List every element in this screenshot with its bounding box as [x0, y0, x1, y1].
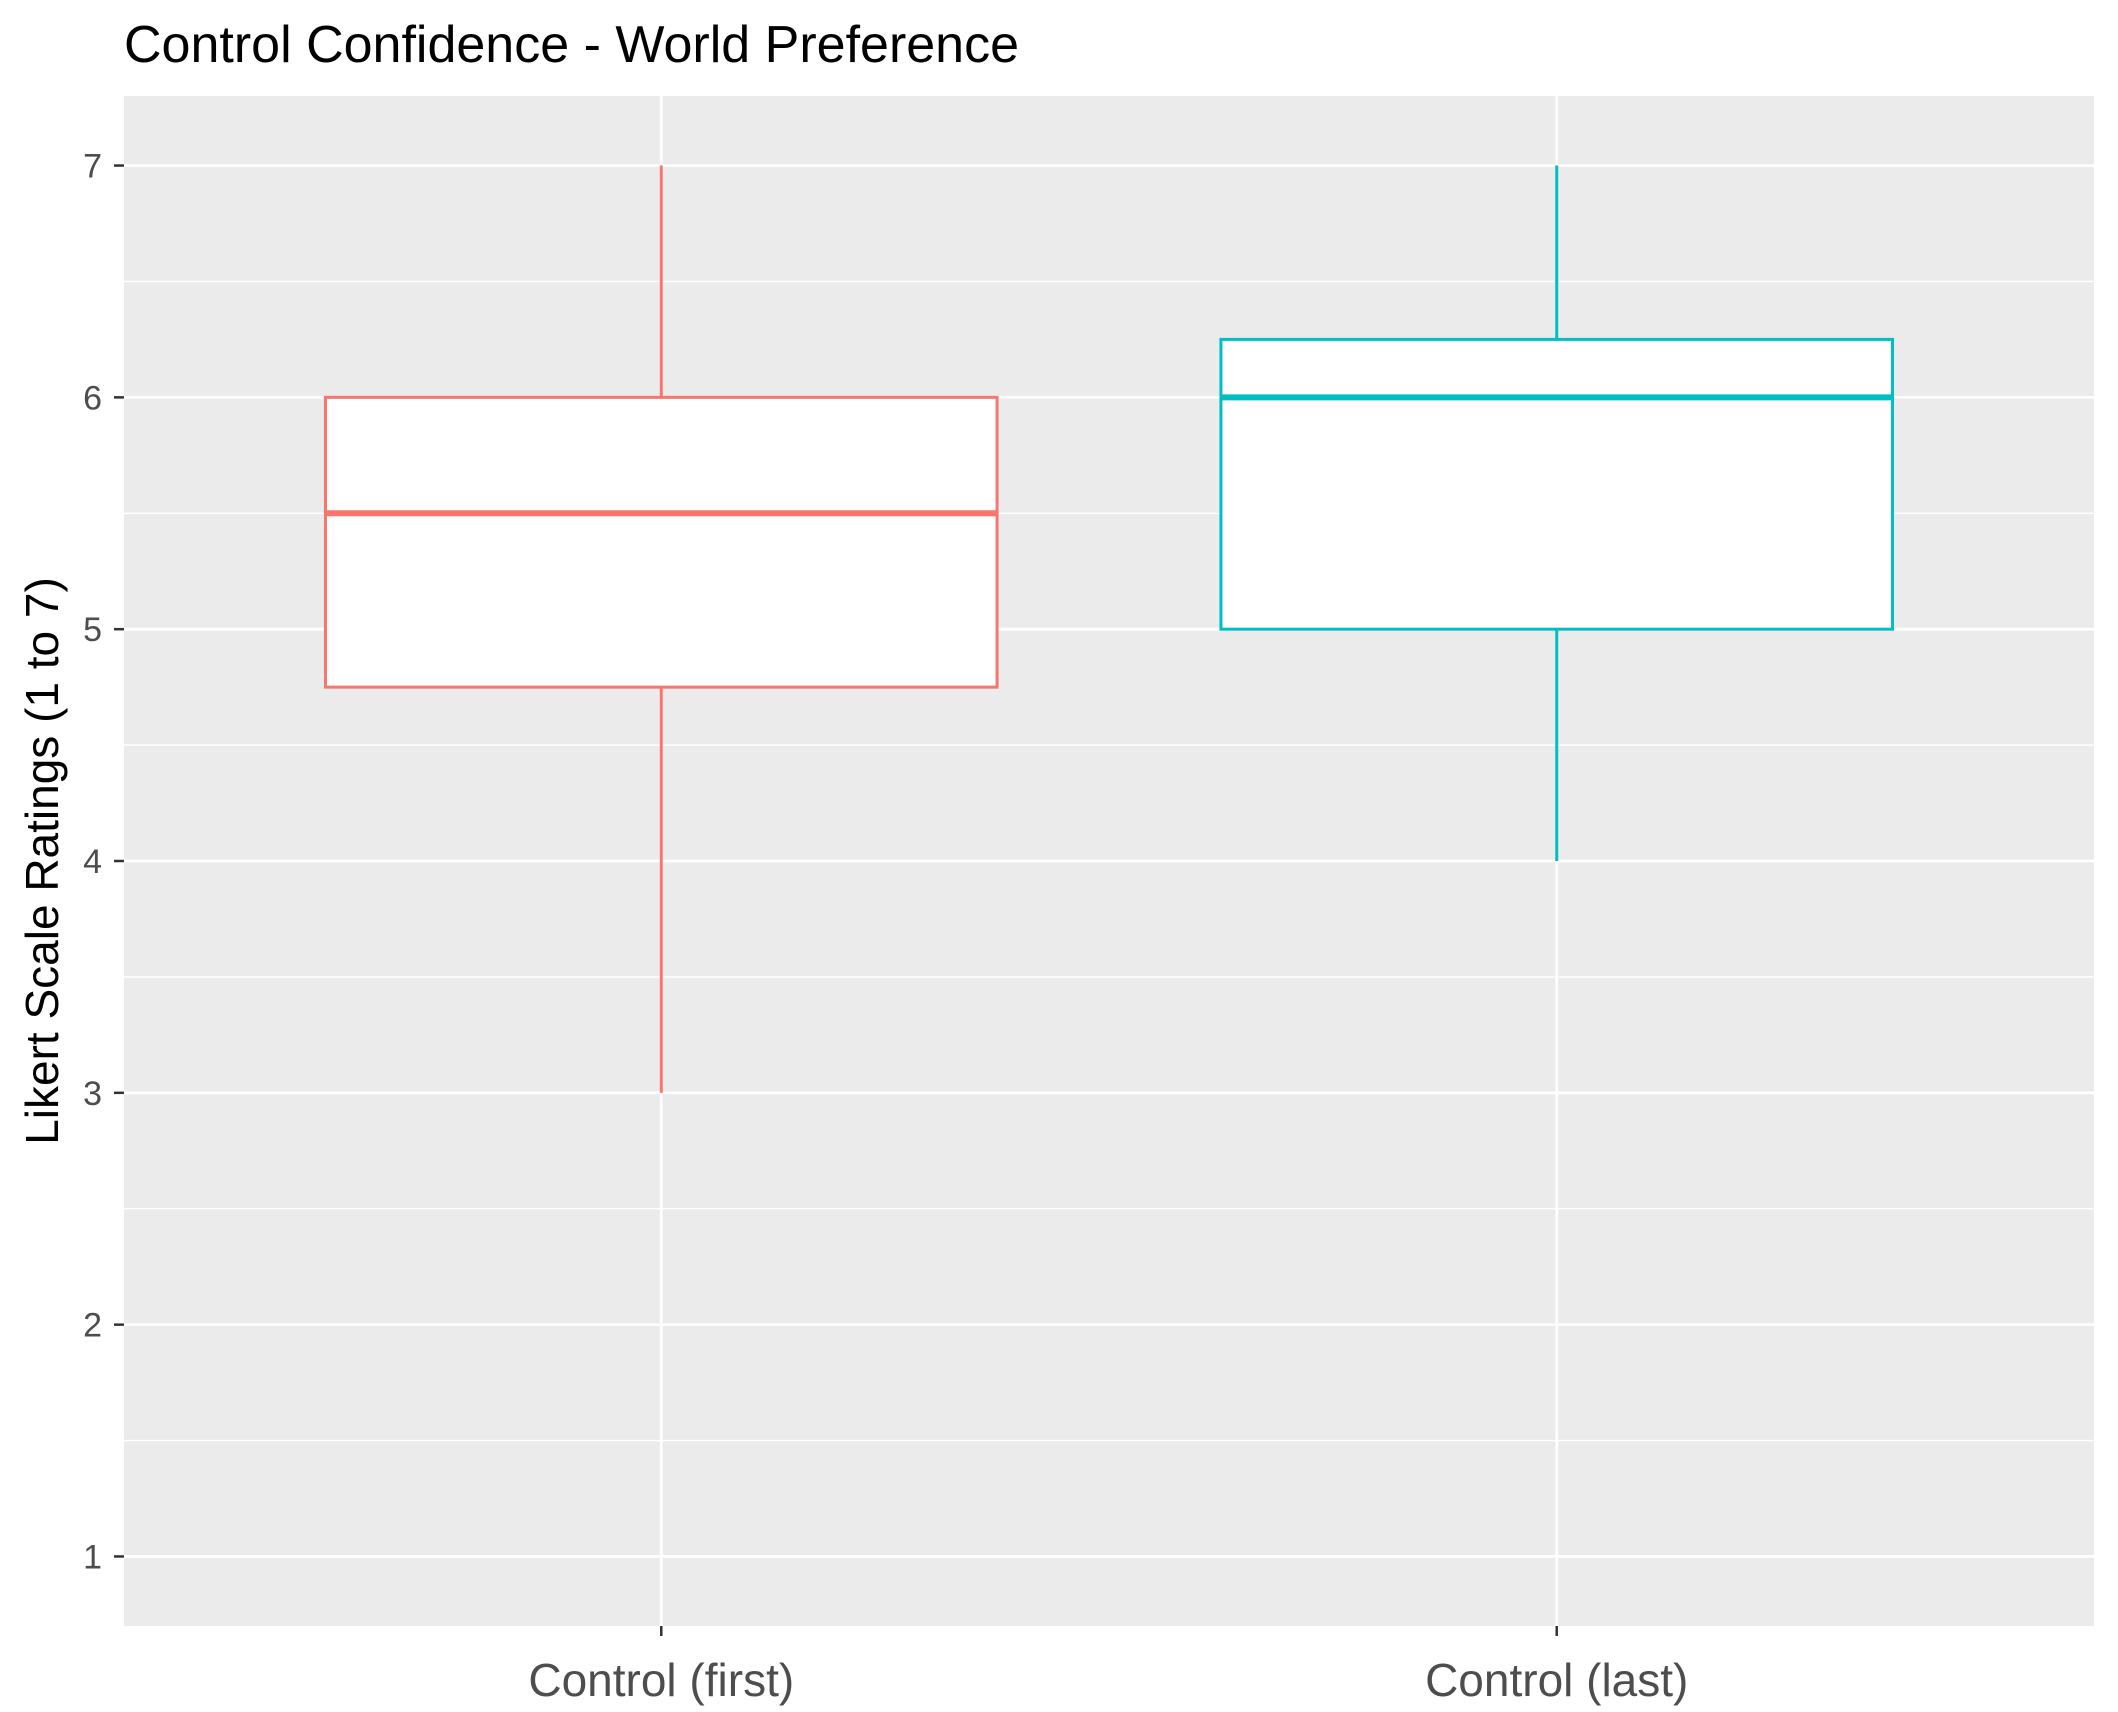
box-last	[1219, 165, 1895, 861]
x-axis: Control (first) Control (last)	[528, 1626, 1688, 1706]
x-tick-label: Control (first)	[528, 1654, 794, 1706]
y-tick-label: 1	[83, 1538, 102, 1576]
y-tick-label: 5	[83, 611, 102, 649]
box-iqr	[323, 395, 999, 689]
y-tick-label: 3	[83, 1075, 102, 1113]
y-tick-label: 2	[83, 1307, 102, 1345]
box-first	[323, 165, 999, 1093]
y-tick-label: 6	[83, 379, 102, 417]
y-tick-label: 7	[83, 148, 102, 186]
box-series-group	[323, 165, 1895, 1093]
y-axis: 1 2 3 4 5 6 7	[83, 148, 124, 1576]
box-iqr	[1219, 337, 1895, 631]
chart-title: Control Confidence - World Preference	[124, 16, 1019, 74]
y-tick-label: 4	[83, 843, 102, 881]
x-tick-label: Control (last)	[1425, 1654, 1688, 1706]
y-axis-label: Likert Scale Ratings (1 to 7)	[16, 577, 68, 1145]
